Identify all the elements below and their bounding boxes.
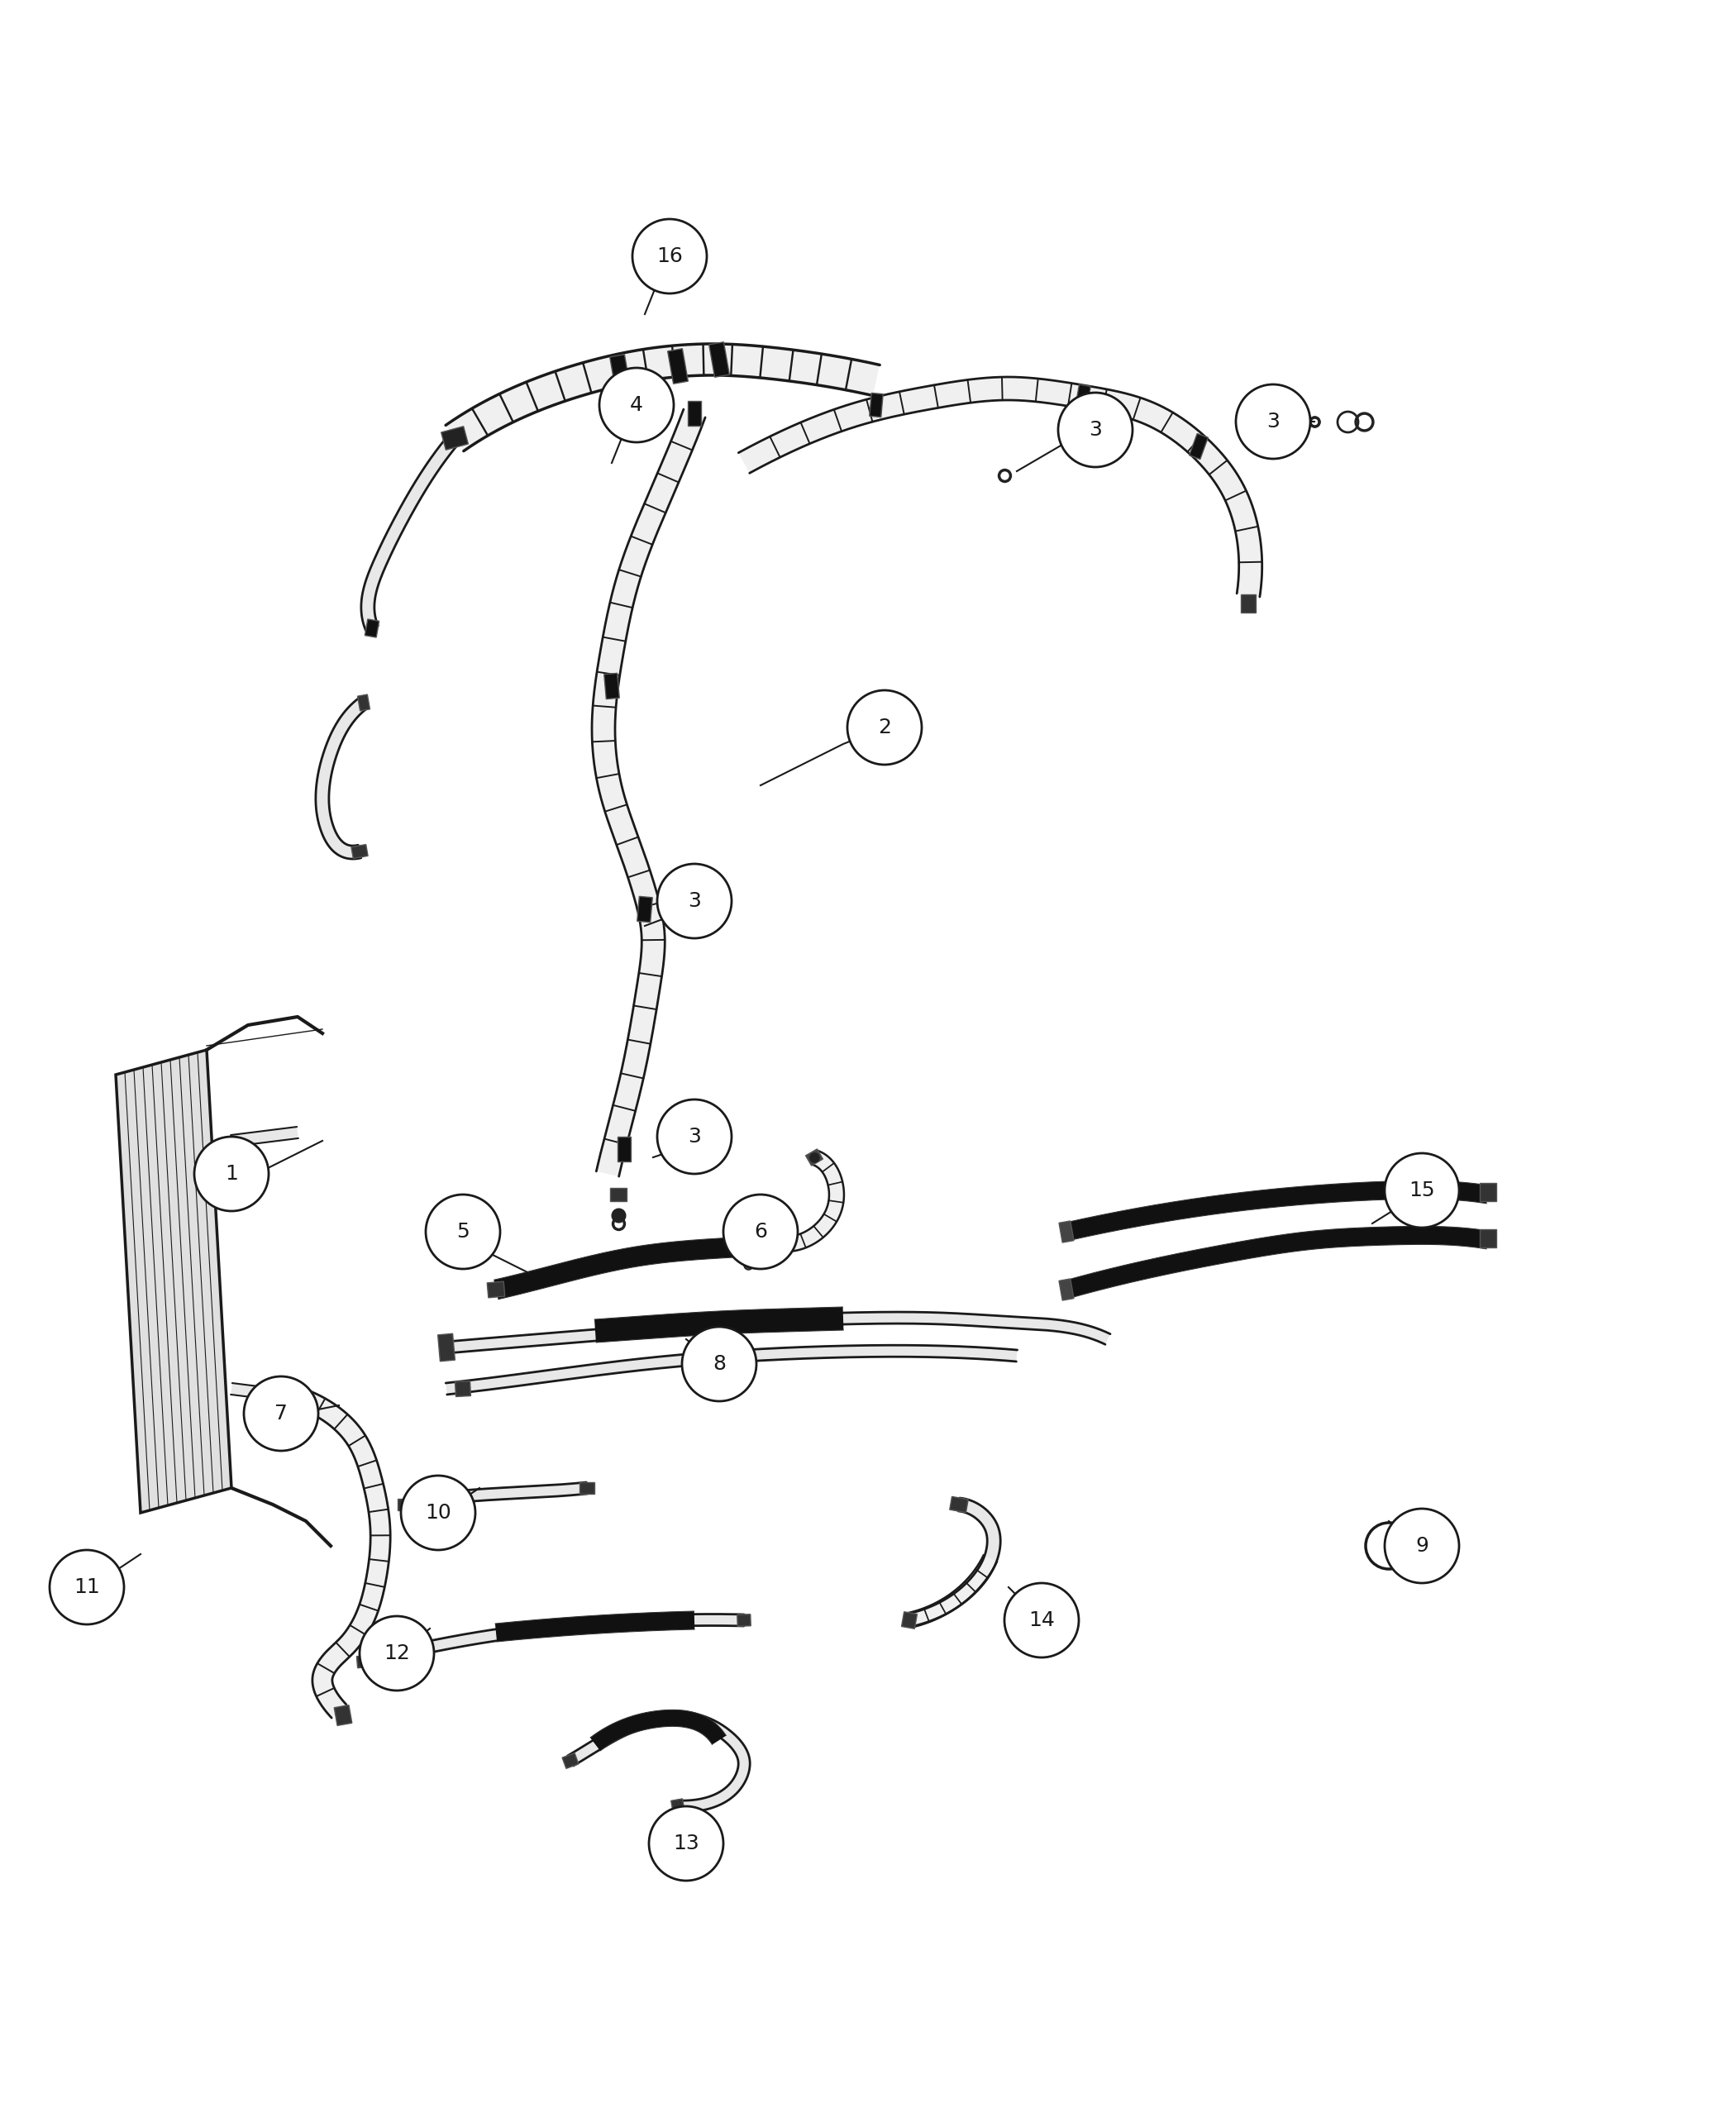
Circle shape	[1236, 384, 1311, 460]
Polygon shape	[562, 1754, 578, 1769]
Polygon shape	[231, 1383, 299, 1402]
Circle shape	[599, 369, 674, 443]
Text: 2: 2	[878, 717, 891, 738]
Text: 12: 12	[384, 1644, 410, 1663]
Polygon shape	[446, 1311, 1111, 1353]
Circle shape	[682, 1326, 757, 1402]
Polygon shape	[437, 1334, 455, 1362]
Polygon shape	[1075, 384, 1090, 409]
Text: 6: 6	[753, 1223, 767, 1242]
Polygon shape	[356, 1655, 372, 1667]
Text: 15: 15	[1410, 1180, 1436, 1199]
Polygon shape	[1189, 434, 1208, 460]
Polygon shape	[618, 1136, 630, 1162]
Polygon shape	[358, 694, 370, 710]
Circle shape	[1385, 1153, 1458, 1227]
Polygon shape	[361, 434, 460, 630]
Text: 1: 1	[226, 1164, 238, 1185]
Polygon shape	[333, 1705, 352, 1726]
Text: 8: 8	[712, 1353, 726, 1374]
Polygon shape	[1064, 1180, 1489, 1242]
Polygon shape	[708, 341, 729, 377]
Polygon shape	[590, 1710, 726, 1752]
Circle shape	[243, 1377, 318, 1450]
Polygon shape	[901, 1613, 917, 1629]
Polygon shape	[231, 1128, 299, 1147]
Polygon shape	[493, 1235, 786, 1299]
Polygon shape	[398, 1499, 413, 1509]
Text: 3: 3	[687, 1128, 701, 1147]
Polygon shape	[908, 1556, 996, 1627]
Polygon shape	[441, 426, 469, 449]
Text: 3: 3	[1088, 419, 1102, 441]
Text: 7: 7	[274, 1404, 288, 1423]
Circle shape	[401, 1476, 476, 1549]
Polygon shape	[295, 1387, 391, 1718]
Circle shape	[1059, 392, 1132, 468]
Polygon shape	[592, 409, 705, 1176]
Polygon shape	[785, 1151, 844, 1252]
Polygon shape	[363, 1615, 745, 1667]
Polygon shape	[495, 1611, 694, 1642]
Polygon shape	[1479, 1183, 1496, 1202]
Polygon shape	[116, 1050, 231, 1514]
Polygon shape	[568, 1712, 750, 1813]
Polygon shape	[637, 896, 653, 923]
Text: 14: 14	[1028, 1611, 1055, 1629]
Text: 3: 3	[1267, 411, 1279, 432]
Polygon shape	[1241, 594, 1255, 613]
Polygon shape	[687, 401, 701, 426]
Polygon shape	[488, 1282, 505, 1299]
Circle shape	[50, 1549, 123, 1625]
Circle shape	[1005, 1583, 1078, 1657]
Polygon shape	[1479, 1229, 1496, 1248]
Text: 4: 4	[630, 394, 642, 415]
Polygon shape	[609, 354, 630, 390]
Polygon shape	[1059, 1280, 1075, 1301]
Polygon shape	[446, 1345, 1017, 1395]
Circle shape	[1385, 1509, 1458, 1583]
Text: 16: 16	[656, 247, 682, 266]
Circle shape	[359, 1617, 434, 1691]
Circle shape	[724, 1195, 799, 1269]
Text: 5: 5	[457, 1223, 469, 1242]
Polygon shape	[455, 1381, 470, 1398]
Text: 10: 10	[425, 1503, 451, 1522]
Polygon shape	[594, 1307, 844, 1343]
Polygon shape	[1064, 1227, 1489, 1299]
Text: 11: 11	[73, 1577, 101, 1598]
Text: 13: 13	[674, 1834, 700, 1853]
Polygon shape	[404, 1482, 587, 1509]
Polygon shape	[604, 672, 620, 700]
Polygon shape	[316, 698, 368, 858]
Polygon shape	[672, 1798, 684, 1813]
Text: 3: 3	[687, 892, 701, 911]
Polygon shape	[950, 1497, 969, 1511]
Polygon shape	[738, 377, 1262, 597]
Polygon shape	[738, 1615, 750, 1625]
Polygon shape	[1059, 1221, 1075, 1242]
Polygon shape	[446, 344, 880, 451]
Polygon shape	[351, 845, 368, 858]
Polygon shape	[668, 348, 687, 384]
Circle shape	[632, 219, 707, 293]
Polygon shape	[609, 1189, 627, 1202]
Circle shape	[194, 1136, 269, 1212]
Circle shape	[658, 864, 731, 938]
Polygon shape	[580, 1482, 594, 1495]
Polygon shape	[365, 620, 378, 637]
Circle shape	[658, 1100, 731, 1174]
Circle shape	[649, 1807, 724, 1880]
Circle shape	[847, 689, 922, 765]
Polygon shape	[908, 1499, 1000, 1627]
Circle shape	[425, 1195, 500, 1269]
Polygon shape	[870, 392, 884, 417]
Text: 9: 9	[1415, 1537, 1429, 1556]
Polygon shape	[806, 1149, 823, 1166]
